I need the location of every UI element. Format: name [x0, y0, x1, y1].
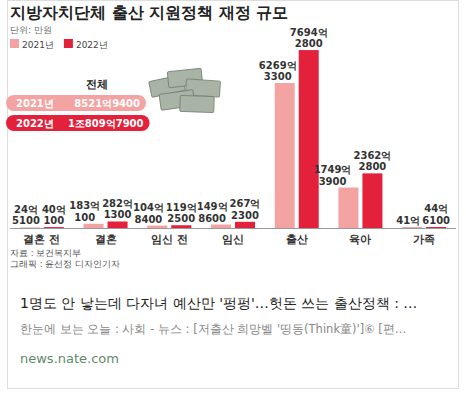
data-label-line: 2800 — [359, 161, 387, 172]
totals-label: 전체 — [86, 78, 108, 91]
legend-label: 2021년 — [22, 40, 54, 50]
data-label: 282억1300 — [102, 198, 133, 221]
data-label-line: 3900 — [319, 176, 347, 187]
data-label-line: 104억 — [133, 202, 164, 213]
category-label: 결혼 — [95, 233, 117, 246]
data-label: 7694억2800 — [290, 27, 328, 50]
data-label: 267억2300 — [230, 198, 261, 221]
data-label-line: 24억 — [14, 204, 38, 215]
legend-label: 2022년 — [76, 40, 108, 50]
data-label-line: 267억 — [230, 198, 261, 209]
money-illustration — [149, 68, 221, 112]
category-label: 결혼 전 — [23, 233, 60, 246]
category-label: 출산 — [286, 233, 308, 246]
bar — [235, 222, 255, 228]
bar — [402, 227, 422, 228]
data-label: 6269억3300 — [259, 60, 297, 83]
data-label-line: 41억 — [396, 215, 420, 226]
data-label-line: 100 — [43, 215, 64, 226]
data-label: 40억100 — [42, 204, 66, 227]
totals-year: 2021년 — [16, 98, 54, 109]
bar — [362, 173, 382, 228]
money-bill — [180, 95, 215, 112]
data-label-line: 8400 — [134, 214, 162, 225]
bar — [299, 50, 319, 228]
data-label-line: 44억 — [424, 203, 448, 214]
bar — [20, 227, 40, 228]
category-label: 임신 — [222, 233, 244, 246]
totals-year: 2022년 — [16, 118, 54, 129]
bar — [84, 224, 104, 228]
data-label: 104억8400 — [133, 202, 164, 225]
totals-value: 1조809억7900 — [68, 118, 144, 129]
bar — [338, 188, 358, 228]
category-label: 가족 — [413, 233, 435, 246]
data-label-line: 119억 — [166, 202, 197, 213]
data-label-line: 5100 — [12, 215, 40, 226]
bar — [211, 225, 231, 228]
data-label-line: 2800 — [295, 38, 323, 49]
data-labels: 40억10024억5100282억1300183억100119억2500104억… — [12, 27, 450, 227]
chart-subtitle: 단위: 만원 — [10, 25, 52, 35]
data-label: 2362억2800 — [354, 150, 392, 173]
category-label: 육아 — [349, 233, 371, 246]
data-label-line: 6269억 — [259, 60, 297, 71]
data-label: 1749억3900 — [314, 164, 352, 187]
data-label-line: 2500 — [167, 213, 195, 224]
legend-swatch — [10, 39, 19, 48]
data-label-line: 1300 — [104, 209, 132, 220]
bar — [147, 226, 167, 228]
totals-pill — [6, 115, 150, 131]
data-label-line: 2300 — [231, 210, 259, 221]
chart-title: 지방자치단체 출산 지원정책 재정 규모 — [10, 3, 288, 22]
totals-pill — [6, 95, 146, 111]
data-label: 24억5100 — [12, 204, 40, 227]
data-label-line: 282억 — [102, 198, 133, 209]
bar — [275, 83, 295, 228]
data-label: 119억2500 — [166, 202, 197, 225]
data-label-line: 100 — [74, 212, 95, 223]
data-label-line: 6100 — [422, 215, 450, 226]
data-label-line: 8600 — [198, 213, 226, 224]
url: news.nate.com — [20, 351, 119, 366]
data-label: 183억100 — [69, 200, 100, 223]
source: 자료 : 보건복지부 — [10, 248, 81, 258]
data-label-line: 149억 — [197, 201, 228, 212]
data-label-line: 40억 — [42, 204, 66, 215]
data-label: 41억 — [396, 215, 420, 226]
data-label: 149억8600 — [197, 201, 228, 224]
data-label-line: 7694억 — [290, 27, 328, 38]
card-image: 지방자치단체 출산 지원정책 재정 규모단위: 만원2021년2022년전체20… — [0, 0, 466, 394]
data-label: 44억6100 — [422, 203, 450, 226]
bar — [108, 221, 128, 228]
bar — [171, 225, 191, 228]
data-label-line: 1749억 — [314, 164, 352, 175]
bar — [426, 227, 446, 228]
headline: 1명도 안 낳는데 다자녀 예산만 '펑펑'…헛돈 쓰는 출산정책 : … — [20, 295, 417, 311]
totals-value: 8521억9400 — [74, 98, 140, 109]
legend-swatch — [64, 39, 73, 48]
card-frame — [8, 1, 459, 389]
baseline — [10, 228, 456, 229]
bar — [44, 227, 64, 228]
data-label-line: 183억 — [69, 200, 100, 211]
bars — [20, 50, 446, 228]
data-label-line: 2362억 — [354, 150, 392, 161]
card-subtitle: 한눈에 보는 오늘 : 사회 - 뉴스 : [저출산 희망벨 '띵동(Think… — [20, 322, 406, 336]
category-label: 임신 전 — [151, 233, 188, 246]
credit: 그래픽 : 윤선정 디자인기자 — [10, 259, 120, 269]
data-label-line: 3300 — [264, 71, 292, 82]
